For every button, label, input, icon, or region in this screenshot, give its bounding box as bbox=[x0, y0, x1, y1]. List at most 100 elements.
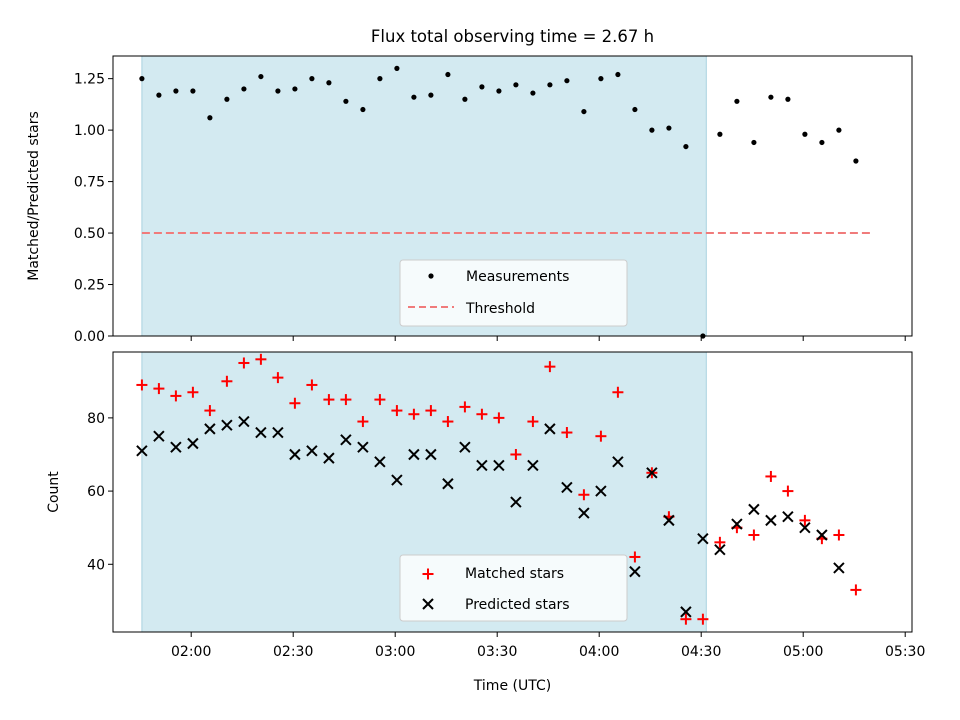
measurement-point bbox=[360, 106, 366, 113]
matched-star-point bbox=[408, 408, 420, 420]
top-legend: Measurements Threshold bbox=[399, 259, 628, 327]
measurement-point bbox=[462, 96, 468, 102]
predicted-stars-points bbox=[136, 415, 845, 618]
predicted-star-point bbox=[289, 448, 301, 461]
top-y-tick-label: 0.50 bbox=[74, 226, 105, 242]
predicted-star-point bbox=[629, 565, 641, 578]
predicted-star-point-b bbox=[221, 419, 233, 431]
x-axis-label: Time (UTC) bbox=[473, 678, 551, 694]
measurement-point bbox=[173, 88, 179, 94]
measurement-point bbox=[241, 86, 247, 92]
predicted-star-point-b bbox=[289, 448, 301, 461]
predicted-star-point-b bbox=[816, 529, 828, 541]
matched-star-point bbox=[612, 386, 624, 398]
bottom-y-tick-label: 80 bbox=[87, 411, 105, 427]
predicted-star-point bbox=[306, 445, 318, 457]
predicted-star-point-b bbox=[408, 448, 420, 461]
measurement-point bbox=[581, 108, 587, 115]
matched-star-point bbox=[136, 379, 148, 391]
predicted-star-point-b bbox=[323, 452, 335, 464]
predicted-star-point-b bbox=[544, 423, 556, 435]
top-legend-box bbox=[399, 259, 628, 327]
predicted-star-point bbox=[442, 478, 454, 490]
predicted-star-point bbox=[816, 529, 828, 541]
measurement-point bbox=[751, 139, 757, 146]
measurement-point bbox=[598, 76, 604, 82]
predicted-star-point bbox=[204, 423, 216, 435]
legend-matched-marker bbox=[422, 568, 434, 580]
measurement-point bbox=[734, 98, 740, 104]
measurement-point bbox=[768, 94, 774, 100]
matched-star-point bbox=[578, 489, 590, 501]
measurement-point bbox=[394, 65, 400, 71]
predicted-star-point-b bbox=[476, 459, 488, 472]
predicted-star-point-b bbox=[782, 510, 794, 523]
legend-x-glyph bbox=[422, 598, 434, 610]
bottom-legend-box bbox=[399, 554, 628, 622]
measurement-point bbox=[190, 88, 196, 94]
x-tick-label: 03:00 bbox=[375, 644, 415, 660]
predicted-star-point-b bbox=[510, 496, 522, 508]
predicted-star-point-b bbox=[425, 448, 437, 461]
measurement-point bbox=[411, 94, 417, 100]
predicted-star-point bbox=[697, 532, 709, 545]
measurement-point bbox=[156, 92, 162, 98]
predicted-star-point bbox=[187, 437, 199, 450]
matched-star-point bbox=[459, 401, 471, 413]
measurement-point bbox=[139, 76, 145, 82]
legend-predicted-marker bbox=[422, 598, 434, 610]
predicted-star-point bbox=[408, 448, 420, 461]
x-tick-label: 05:00 bbox=[783, 644, 823, 660]
predicted-star-point-b bbox=[663, 514, 675, 527]
predicted-star-point bbox=[357, 441, 369, 453]
measurement-point bbox=[343, 98, 349, 104]
predicted-star-point-b bbox=[153, 430, 165, 442]
predicted-star-point bbox=[476, 459, 488, 472]
matched-star-point bbox=[442, 416, 454, 428]
predicted-star-point-b bbox=[595, 485, 607, 497]
predicted-star-point-b bbox=[187, 437, 199, 450]
x-tick-label: 02:30 bbox=[273, 644, 313, 660]
predicted-star-point bbox=[510, 496, 522, 508]
predicted-star-point-b bbox=[204, 423, 216, 435]
predicted-star-point-b bbox=[731, 518, 743, 530]
top-axes-frame bbox=[112, 55, 913, 337]
predicted-star-point-b bbox=[629, 565, 641, 578]
measurement-point bbox=[428, 92, 434, 98]
measurement-point bbox=[496, 88, 502, 94]
top-y-tick-label: 0.00 bbox=[74, 329, 105, 345]
matched-star-point bbox=[221, 375, 233, 387]
predicted-star-point-b bbox=[680, 606, 692, 618]
predicted-star-point-b bbox=[136, 445, 148, 457]
bottom-y-ticks: 40 60 80 bbox=[87, 411, 113, 573]
x-tick-label: 03:30 bbox=[477, 644, 517, 660]
matched-star-point bbox=[765, 470, 777, 482]
x-tick-label: 04:30 bbox=[681, 644, 721, 660]
predicted-star-point bbox=[765, 514, 777, 527]
matched-star-point bbox=[850, 584, 862, 596]
measurement-point bbox=[445, 71, 451, 78]
top-panel: 0.00 0.25 0.50 0.75 1.00 1.25 Flux total obse… bbox=[26, 27, 913, 345]
matched-star-point bbox=[833, 529, 845, 541]
matched-star-point bbox=[476, 408, 488, 420]
predicted-star-point bbox=[323, 452, 335, 464]
legend-matched-label: Matched stars bbox=[465, 566, 564, 582]
matched-star-point bbox=[187, 386, 199, 398]
measurement-point bbox=[564, 78, 570, 84]
predicted-star-point bbox=[680, 606, 692, 618]
predicted-star-point bbox=[561, 481, 573, 494]
measurement-point bbox=[615, 71, 621, 78]
predicted-star-point bbox=[833, 562, 845, 574]
predicted-star-point-b bbox=[799, 521, 811, 534]
predicted-star-point bbox=[748, 503, 760, 516]
legend-measurements-marker bbox=[428, 273, 434, 279]
measurement-point bbox=[207, 115, 213, 121]
matched-star-point bbox=[697, 613, 709, 625]
predicted-star-point-b bbox=[340, 434, 352, 446]
legend-x-glyph-b bbox=[422, 598, 434, 610]
matched-star-point bbox=[255, 353, 267, 365]
measurement-point bbox=[309, 76, 315, 82]
bottom-axes-frame bbox=[112, 351, 913, 633]
matched-star-point bbox=[340, 394, 352, 406]
